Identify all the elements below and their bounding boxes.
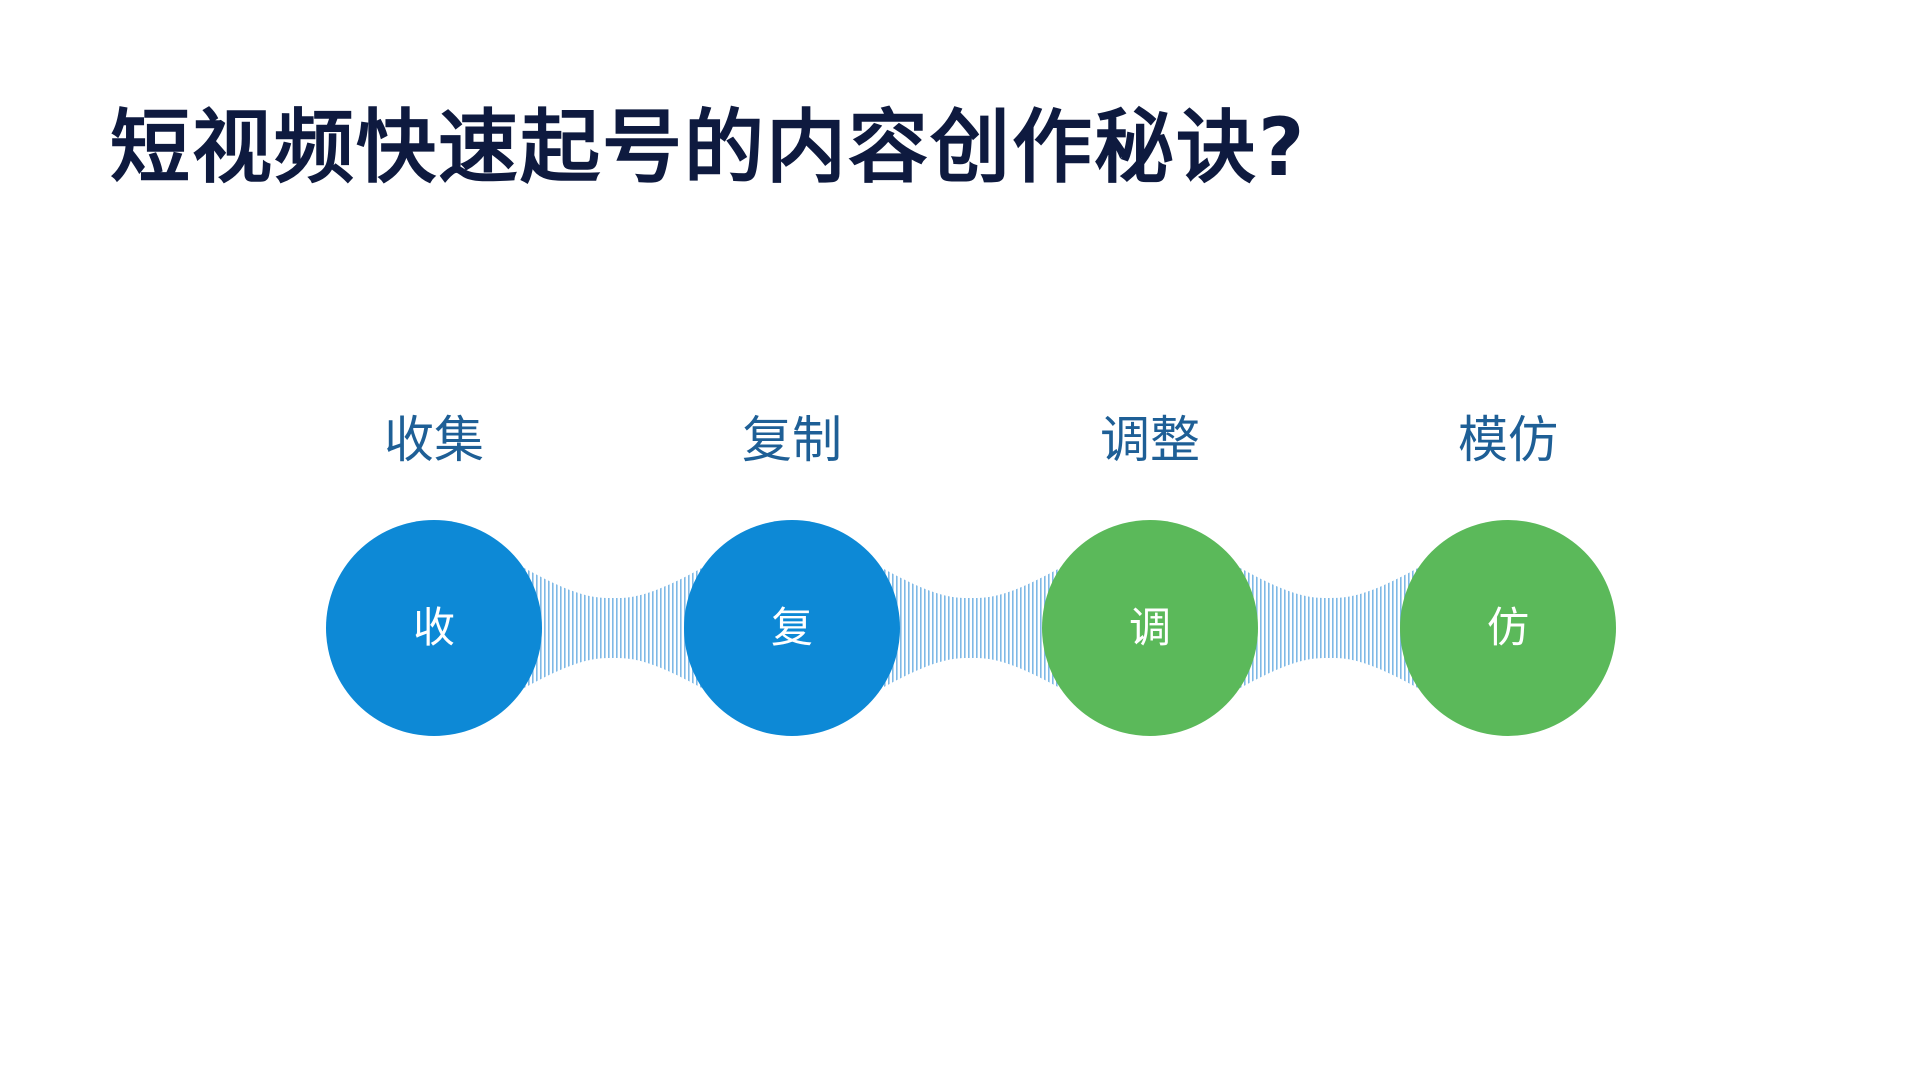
step-label-3: 调整 [1100, 411, 1200, 469]
step-label-1: 收集 [384, 411, 484, 469]
step-label-4: 模仿 [1458, 411, 1558, 469]
step-node-text-1: 收 [412, 603, 455, 652]
connector-1 [493, 550, 733, 706]
connector-3 [1209, 550, 1449, 706]
page-title: 短视频快速起号的内容创作秘诀? [110, 101, 1307, 194]
step-node-4 [1400, 520, 1616, 736]
step-label-2: 复制 [742, 411, 842, 469]
step-node-1 [326, 520, 542, 736]
step-node-text-4: 仿 [1486, 603, 1529, 652]
step-node-3 [1042, 520, 1258, 736]
step-node-text-3: 调 [1128, 603, 1171, 652]
connector-2 [851, 550, 1091, 706]
step-node-2 [684, 520, 900, 736]
step-node-text-2: 复 [770, 603, 813, 652]
